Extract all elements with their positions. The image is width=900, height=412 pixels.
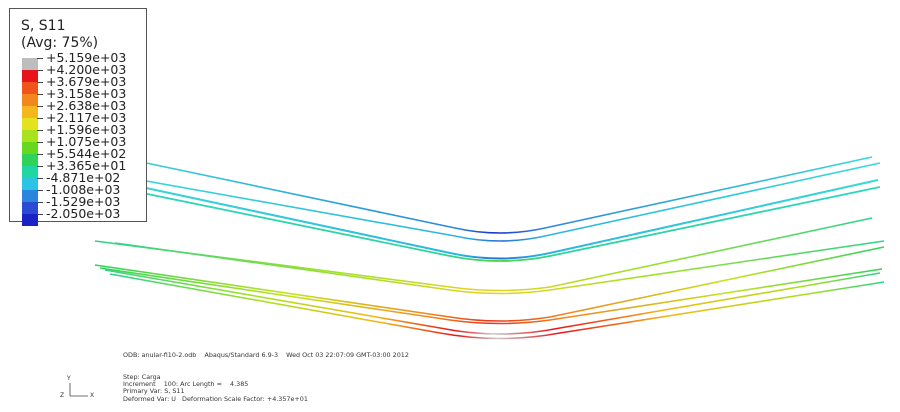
legend-swatch bbox=[22, 166, 38, 178]
legend-title: S, S11 (Avg: 75%) bbox=[21, 18, 98, 52]
legend-swatch bbox=[22, 178, 38, 190]
layer-4-bottom-line bbox=[99, 267, 883, 325]
legend-swatch bbox=[22, 202, 38, 214]
legend-swatch bbox=[22, 142, 38, 154]
legend-swatch bbox=[22, 118, 38, 130]
layer-5-bottom-line bbox=[109, 273, 885, 340]
legend-color-bar bbox=[22, 58, 38, 226]
legend-value: +1.075e+03 bbox=[36, 134, 127, 149]
layer-2-top-line bbox=[117, 179, 879, 260]
layer-1-top-line bbox=[117, 156, 873, 234]
legend-value: +3.158e+03 bbox=[36, 86, 127, 101]
axis-triad: Y Z X bbox=[60, 374, 100, 404]
legend-swatch bbox=[22, 154, 38, 166]
increment-info: Increment 100: Arc Length = 4.385 bbox=[123, 380, 249, 389]
odb-info-line: ODB: anular-fi10-2.odb Abaqus/Standard 6… bbox=[123, 351, 409, 359]
step-info-block: Step: Carga Increment 100: Arc Length = 4… bbox=[123, 373, 308, 403]
legend-value: -2.050e+03 bbox=[36, 207, 126, 220]
legend-value: +3.365e+01 bbox=[36, 158, 127, 173]
legend-swatch bbox=[22, 130, 38, 142]
legend-value: +5.159e+03 bbox=[36, 50, 127, 65]
axis-y-label: Y bbox=[67, 375, 71, 382]
legend-swatch bbox=[22, 190, 38, 202]
legend-value: +5.544e+02 bbox=[36, 146, 127, 161]
legend-swatch bbox=[22, 70, 38, 82]
axis-x-label: X bbox=[90, 392, 95, 399]
layer-3-top-line bbox=[94, 217, 873, 292]
layer-3-bottom-line bbox=[114, 240, 885, 295]
legend-value: -4.871e+02 bbox=[36, 171, 126, 184]
layer-2-bottom-line bbox=[117, 186, 881, 262]
legend-value: -1.008e+03 bbox=[36, 183, 126, 196]
legend-swatch bbox=[22, 94, 38, 106]
layer-4-top-line bbox=[94, 246, 885, 322]
legend-value: +4.200e+03 bbox=[36, 62, 127, 77]
layer-1-bottom-line bbox=[117, 162, 881, 242]
legend-value: +3.679e+03 bbox=[36, 74, 127, 89]
layer-5-top-line bbox=[104, 269, 881, 335]
legend-swatch bbox=[22, 82, 38, 94]
legend-swatch bbox=[22, 58, 38, 70]
contour-legend[interactable]: S, S11 (Avg: 75%) +5.159e+03 +4.200e+03 … bbox=[9, 8, 147, 226]
axis-triad-icon bbox=[69, 383, 88, 397]
legend-value: -1.529e+03 bbox=[36, 195, 126, 208]
legend-value: +2.638e+03 bbox=[36, 98, 127, 113]
legend-swatch bbox=[22, 106, 38, 118]
legend-swatch bbox=[22, 214, 38, 226]
primary-var: Primary Var: S, S11 bbox=[123, 387, 185, 396]
legend-variable: S, S11 bbox=[21, 18, 66, 34]
step-name: Step: Carga bbox=[123, 373, 161, 381]
deformed-var: Deformed Var: U Deformation Scale Factor… bbox=[123, 394, 308, 403]
axis-z-label: Z bbox=[60, 392, 65, 399]
legend-values: +5.159e+03 +4.200e+03 +3.679e+03 +3.158e… bbox=[36, 50, 127, 220]
legend-value: +1.596e+03 bbox=[36, 122, 127, 137]
legend-value: +2.117e+03 bbox=[36, 110, 127, 125]
legend-averaging: (Avg: 75%) bbox=[21, 35, 99, 51]
